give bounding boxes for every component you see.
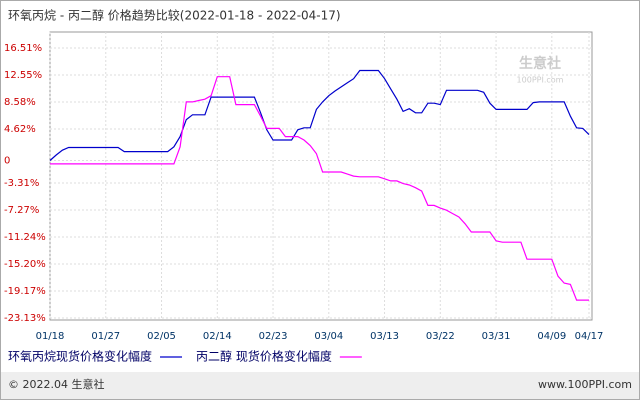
y-tick-label: -11.24% xyxy=(4,232,46,243)
y-tick-label: 16.51% xyxy=(4,43,42,54)
y-tick-label: 8.58% xyxy=(4,97,36,108)
x-tick-label: 03/04 xyxy=(314,331,343,342)
y-tick-label: -23.13% xyxy=(4,313,46,324)
series-line xyxy=(49,69,590,161)
y-tick-label: 0 xyxy=(4,155,10,166)
y-tick-label: -19.17% xyxy=(4,286,46,297)
x-tick-label: 03/22 xyxy=(426,331,455,342)
x-tick-label: 02/05 xyxy=(147,331,176,342)
watermark: 100PPI.com xyxy=(517,76,564,85)
y-tick-label: 4.62% xyxy=(4,124,36,135)
y-tick-label: 12.55% xyxy=(4,70,42,81)
x-tick-label: 03/13 xyxy=(370,331,399,342)
y-tick-label: -3.31% xyxy=(4,178,39,189)
x-tick-label: 02/23 xyxy=(259,331,288,342)
y-tick-label: -15.20% xyxy=(4,259,46,270)
x-tick-label: 01/27 xyxy=(91,331,120,342)
x-tick-label: 03/31 xyxy=(482,331,511,342)
footer-left: © 2022.04 生意社 xyxy=(8,377,104,391)
series-line xyxy=(50,76,589,301)
watermark: 生意社 xyxy=(519,55,561,72)
legend-label: 环氧丙烷现货价格变化幅度 xyxy=(8,349,152,364)
x-tick-label: 02/14 xyxy=(203,331,232,342)
footer-right: www.100PPI.com xyxy=(538,378,632,391)
footer-band xyxy=(1,372,639,399)
chart-title: 环氧丙烷 - 丙二醇 价格趋势比较(2022-01-18 - 2022-04-1… xyxy=(8,8,341,23)
legend-label: 丙二醇 现货价格变化幅度 xyxy=(196,349,332,364)
x-tick-label: 04/17 xyxy=(575,331,604,342)
y-tick-label: -7.27% xyxy=(4,205,39,216)
x-tick-label: 01/18 xyxy=(36,331,65,342)
x-tick-label: 04/09 xyxy=(537,331,566,342)
